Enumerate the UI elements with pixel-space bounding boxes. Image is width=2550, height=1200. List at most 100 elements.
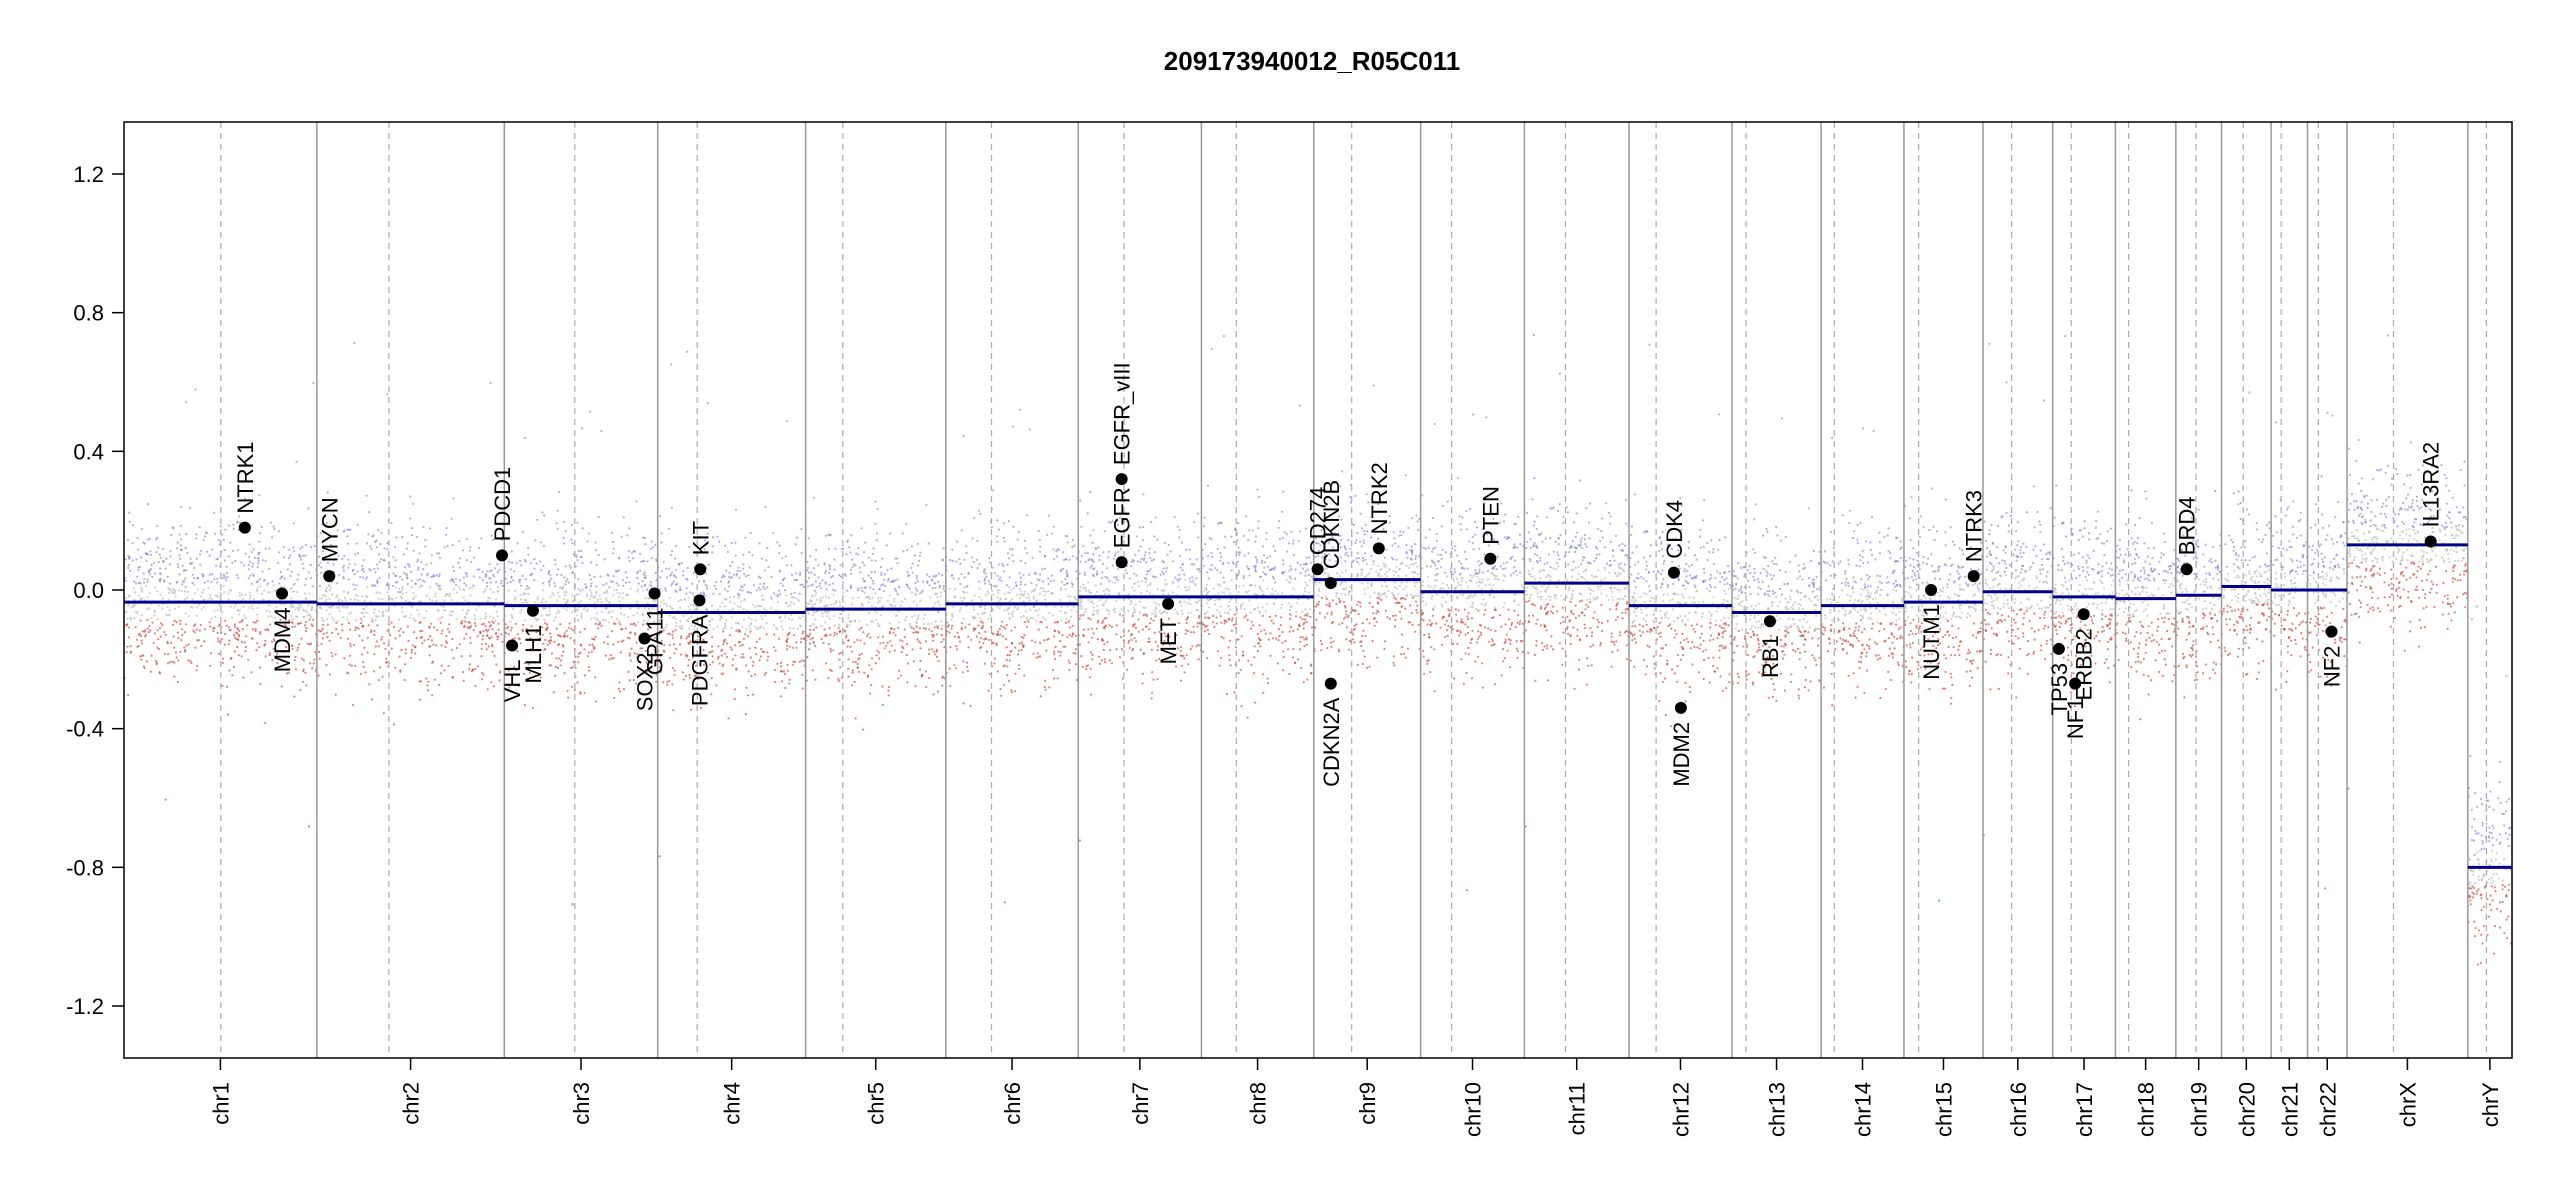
probe-point — [521, 530, 524, 534]
probe-point — [766, 546, 769, 550]
probe-point — [1282, 650, 1285, 653]
probe-point — [1079, 499, 1082, 502]
probe-point — [1294, 661, 1297, 665]
probe-point — [452, 657, 455, 660]
probe-point — [461, 549, 465, 552]
probe-point — [296, 578, 299, 581]
probe-point — [1269, 632, 1272, 635]
probe-point — [1034, 609, 1037, 612]
probe-point — [1100, 637, 1104, 641]
probe-point — [887, 577, 890, 581]
probe-point — [370, 547, 373, 551]
probe-point — [135, 638, 138, 641]
probe-point — [500, 579, 503, 583]
probe-point — [671, 582, 674, 585]
probe-point — [1136, 560, 1139, 563]
probe-point — [1083, 571, 1086, 575]
probe-point — [1107, 589, 1111, 592]
probe-point — [642, 573, 645, 576]
probe-point — [1051, 614, 1054, 617]
probe-point — [484, 642, 487, 646]
probe-point — [486, 600, 489, 603]
probe-point — [331, 655, 334, 658]
probe-point — [1106, 567, 1109, 570]
probe-point — [309, 662, 312, 665]
probe-point — [325, 586, 329, 590]
probe-point — [1227, 604, 1230, 607]
probe-point — [658, 605, 662, 608]
probe-point — [221, 611, 224, 614]
probe-point — [912, 660, 916, 663]
probe-point — [833, 558, 836, 561]
probe-point — [138, 632, 141, 635]
probe-point — [1261, 579, 1265, 582]
probe-point — [853, 641, 856, 644]
probe-point — [997, 630, 1000, 633]
probe-point — [1110, 521, 1113, 524]
probe-point — [535, 619, 538, 622]
probe-point — [806, 560, 809, 563]
probe-point — [1226, 611, 1229, 614]
probe-point — [1114, 552, 1117, 555]
probe-point — [336, 582, 339, 585]
probe-point — [937, 580, 940, 583]
probe-point — [515, 562, 518, 565]
probe-point — [820, 599, 823, 602]
probe-point — [562, 520, 566, 524]
probe-point — [221, 657, 224, 660]
probe-point — [1287, 602, 1290, 605]
probe-point — [178, 573, 181, 576]
probe-point — [419, 578, 422, 581]
probe-point — [163, 631, 166, 634]
probe-point — [1164, 578, 1167, 582]
probe-point — [950, 627, 953, 630]
probe-point — [543, 514, 546, 517]
probe-point — [1018, 587, 1022, 590]
probe-point — [233, 623, 236, 626]
probe-point — [1154, 606, 1158, 609]
probe-point — [629, 631, 632, 634]
probe-point — [1213, 599, 1216, 602]
probe-point — [251, 607, 254, 610]
probe-point — [496, 615, 499, 618]
probe-point — [805, 581, 809, 584]
probe-point — [1003, 522, 1006, 525]
probe-point — [905, 615, 908, 619]
probe-point — [1151, 691, 1154, 694]
probe-point — [996, 574, 999, 577]
probe-point — [598, 594, 601, 597]
probe-point — [582, 608, 586, 611]
probe-point — [328, 639, 331, 642]
probe-point — [823, 610, 827, 613]
probe-point — [606, 642, 609, 646]
probe-point — [919, 660, 922, 663]
probe-point — [395, 574, 398, 578]
probe-point — [1141, 526, 1145, 529]
probe-point — [823, 571, 827, 574]
probe-point — [512, 607, 515, 611]
probe-point — [618, 556, 621, 559]
probe-point — [358, 634, 361, 637]
probe-point — [1092, 609, 1095, 612]
probe-point — [302, 616, 305, 619]
probe-point — [862, 631, 865, 634]
probe-point — [883, 573, 887, 576]
probe-point — [376, 579, 379, 582]
probe-point — [826, 611, 829, 615]
probe-point — [377, 645, 380, 648]
probe-point — [510, 626, 513, 629]
probe-point — [1126, 668, 1129, 671]
probe-point — [779, 695, 783, 698]
probe-point — [268, 547, 271, 550]
probe-point — [896, 562, 899, 565]
probe-point — [738, 576, 741, 579]
probe-point — [1062, 551, 1065, 554]
probe-point — [537, 629, 540, 632]
probe-point — [1007, 591, 1010, 594]
probe-point — [619, 651, 622, 654]
probe-point — [553, 619, 556, 622]
probe-point — [529, 648, 532, 651]
probe-point — [313, 658, 316, 661]
probe-point — [1282, 559, 1285, 562]
probe-point — [974, 627, 977, 631]
